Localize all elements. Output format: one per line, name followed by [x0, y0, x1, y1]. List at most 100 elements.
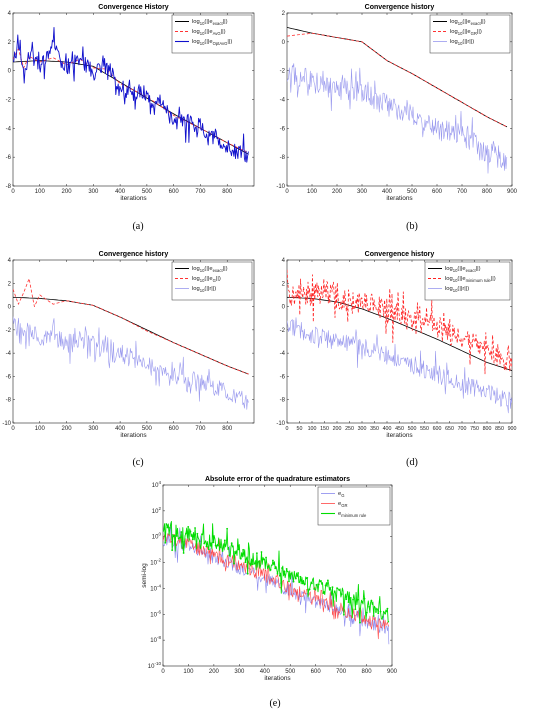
x-tick-label: 200 — [62, 189, 73, 195]
chart-title: Convergence history — [99, 251, 169, 258]
series-point — [219, 546, 222, 549]
series-point — [308, 588, 311, 591]
y-tick-label: 2 — [8, 281, 12, 287]
series-point — [267, 565, 270, 568]
series-line-minimum-rule — [163, 520, 390, 624]
legend: log10(||eexact||) log10(||eG||) log10(||r|… — [171, 261, 253, 301]
series-point — [212, 541, 215, 544]
x-tick-label: 100 — [183, 669, 194, 675]
series-point — [290, 572, 293, 575]
series-point — [345, 598, 348, 601]
x-axis-label: iterations — [120, 432, 147, 439]
legend-entry: log10(||eexact||) — [450, 19, 486, 26]
series-point — [377, 612, 380, 615]
series-group — [13, 278, 249, 410]
series-point — [329, 587, 332, 589]
x-tick-label: 800 — [222, 189, 233, 195]
series-point — [253, 562, 256, 565]
series-point — [262, 558, 265, 561]
series-point — [340, 593, 343, 596]
series-group — [13, 27, 249, 163]
panel-caption: (d) — [406, 457, 418, 468]
series-point — [175, 535, 178, 537]
x-tick-label: 400 — [383, 426, 392, 432]
series-point — [347, 601, 350, 604]
x-tick-label: 300 — [357, 189, 368, 195]
series-point — [198, 540, 201, 543]
series-line-r — [287, 317, 512, 414]
legend: log10(||eexact||) log10(||eGR||) log10(||r… — [429, 14, 511, 54]
chart-title: Absolute error of the quadrature estimat… — [205, 476, 350, 483]
series-point — [173, 534, 176, 537]
y-tick-label: -4 — [280, 98, 286, 104]
series-line-minimum-rule — [287, 269, 512, 375]
series-point — [281, 567, 283, 569]
legend-entry: log10(||eG||) — [192, 276, 221, 283]
series-point — [210, 542, 212, 545]
series-point — [258, 560, 261, 563]
x-tick-label: 0 — [11, 189, 15, 195]
series-point — [310, 582, 313, 585]
x-tick-label: 400 — [115, 189, 126, 195]
x-tick-label: 800 — [482, 189, 493, 195]
y-tick-label: 10-4 — [150, 583, 161, 592]
x-tick-label: 200 — [332, 189, 343, 195]
series-line-g — [13, 278, 249, 375]
y-tick-label: 10-6 — [150, 609, 161, 618]
series-point — [361, 601, 364, 603]
y-tick-label: -10 — [276, 421, 285, 427]
panel-caption: (b) — [406, 221, 418, 232]
x-axis-label: iterations — [386, 432, 413, 439]
y-tick-label: 2 — [8, 40, 12, 46]
y-tick-label: 10-10 — [148, 661, 162, 670]
x-tick-label: 400 — [115, 426, 126, 432]
series-point — [365, 611, 368, 614]
legend-entry: log10(||r||) — [450, 39, 474, 46]
series-point — [203, 542, 206, 545]
panel-caption: (c) — [132, 457, 143, 468]
x-tick-label: 600 — [433, 426, 442, 432]
chart-e: Absolute error of the quadrature estimat… — [141, 476, 398, 709]
legend-entry: eGR — [338, 501, 348, 508]
x-tick-label: 500 — [142, 426, 153, 432]
series-group — [287, 27, 508, 174]
y-tick-label: 4 — [8, 11, 12, 17]
x-tick-label: 600 — [311, 669, 322, 675]
legend-entry: log10(||r||) — [445, 286, 469, 293]
series-point — [239, 557, 242, 560]
x-tick-label: 600 — [432, 189, 443, 195]
panel-caption: (a) — [132, 221, 143, 232]
series-point — [386, 607, 389, 610]
series-point — [265, 556, 267, 559]
series-point — [320, 580, 322, 582]
x-tick-label: 900 — [508, 426, 517, 432]
y-tick-label: -6 — [6, 374, 12, 380]
x-tick-label: 400 — [382, 189, 393, 195]
y-tick-label: -6 — [280, 126, 286, 132]
x-tick-label: 900 — [387, 669, 398, 675]
series-point — [269, 568, 272, 571]
legend-box — [317, 486, 391, 526]
y-tick-label: -4 — [6, 126, 12, 132]
y-tick-label: 4 — [8, 258, 12, 264]
series-group — [287, 269, 512, 414]
series-point — [297, 572, 300, 574]
x-tick-label: 400 — [260, 669, 271, 675]
series-point — [317, 583, 320, 586]
x-tick-label: 700 — [457, 189, 468, 195]
x-axis-label: iterations — [120, 195, 147, 202]
series-point — [372, 615, 375, 617]
x-tick-label: 200 — [62, 426, 73, 432]
series-point — [163, 530, 164, 533]
series-point — [363, 597, 366, 600]
legend-entry: eG — [338, 491, 345, 498]
series-point — [244, 561, 247, 564]
series-point — [233, 562, 235, 565]
series-point — [313, 588, 316, 590]
y-tick-label: -4 — [6, 351, 12, 357]
x-tick-label: 100 — [307, 189, 318, 195]
x-tick-label: 500 — [285, 669, 296, 675]
chart-title: Convergence History — [98, 4, 169, 11]
series-point — [352, 598, 354, 601]
